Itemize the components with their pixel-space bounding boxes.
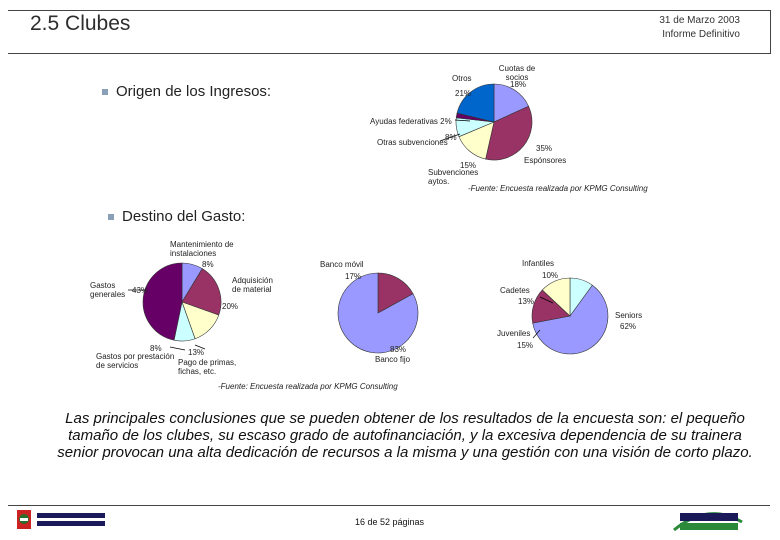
section-heading-income: Origen de los Ingresos: <box>102 83 271 100</box>
pie-slice-otros <box>456 83 495 123</box>
value-subv-aytos: 15% <box>460 161 477 170</box>
value-cadetes: 13% <box>518 297 535 306</box>
page-title: 2.5 Clubes <box>30 12 131 35</box>
value-seniors: 62% <box>620 322 637 331</box>
label-cuotas: Cuotas de socios <box>498 64 536 82</box>
label-mantenimiento: Mantenimiento de instalaciones <box>170 240 234 258</box>
value-cuotas: 18% <box>510 80 527 89</box>
label-juveniles: Juveniles <box>497 329 531 338</box>
source-note-expense: -Fuente: Encuesta realizada por KPMG Con… <box>218 382 398 391</box>
value-mantenimiento: 8% <box>202 260 214 269</box>
pie-chart-categories <box>531 277 609 355</box>
pie-chart-boats <box>337 272 419 354</box>
label-ayudas: Ayudas federativas 2% <box>370 117 452 126</box>
leader-line <box>194 344 206 350</box>
pie-slice-gastos-generales <box>142 262 183 341</box>
value-banco-fijo: 83% <box>390 345 407 354</box>
section-heading-income-text: Origen de los Ingresos: <box>116 83 272 100</box>
value-esponsores: 35% <box>536 144 553 153</box>
label-infantiles: Infantiles <box>522 259 555 268</box>
pie-slice-espónsores <box>485 105 533 161</box>
label-primas: Pago de primas, fichas, etc. <box>178 358 237 376</box>
bullet-icon <box>108 214 114 221</box>
value-otros: 21% <box>455 89 472 98</box>
label-otros: Otros <box>452 74 472 83</box>
pie-slice-cuotas-de-socios <box>493 83 529 123</box>
pie-chart-expense <box>142 262 222 342</box>
pie-slice-banco-móvil <box>377 272 414 314</box>
label-otras-subv: Otras subvenciones <box>377 138 448 147</box>
leader-line <box>454 119 471 122</box>
footer-divider <box>8 505 770 506</box>
source-note-income: -Fuente: Encuesta realizada por KPMG Con… <box>468 184 648 193</box>
leader-line <box>169 346 186 351</box>
leader-line <box>532 329 541 339</box>
pie-slice-banco-fijo <box>337 272 419 354</box>
leader-line <box>439 133 461 142</box>
pie-chart-income <box>455 83 533 161</box>
pie-slice-cadetes <box>541 277 571 317</box>
value-prestacion: 8% <box>150 344 162 353</box>
value-adquisicion: 20% <box>222 302 239 311</box>
value-infantiles: 10% <box>542 271 559 280</box>
label-gastos-generales: Gastos generales <box>90 281 126 299</box>
bullet-icon <box>102 89 108 96</box>
label-banco-fijo: Banco fijo <box>375 355 411 364</box>
header-meta: 31 de Marzo 2003 Informe Definitivo <box>640 14 740 42</box>
pie-slice-seniors <box>532 284 609 355</box>
value-primas: 13% <box>188 348 205 357</box>
value-otras-subv: 8% <box>445 133 457 142</box>
label-cadetes: Cadetes <box>500 286 530 295</box>
page-number: 16 de 52 páginas <box>355 517 425 527</box>
basque-government-logo <box>15 510 110 530</box>
conclusion-text: Las principales conclusiones que se pued… <box>57 410 753 461</box>
label-seniors: Seniors <box>615 311 643 320</box>
value-juveniles: 15% <box>517 341 534 350</box>
section-heading-expense: Destino del Gasto: <box>108 208 245 225</box>
label-prestacion: Gastos por prestación de servicios <box>96 352 175 370</box>
euskadi-logo <box>672 508 744 534</box>
section-heading-expense-text: Destino del Gasto: <box>122 208 246 225</box>
value-banco-movil: 17% <box>345 272 362 281</box>
leader-line <box>539 296 554 304</box>
label-esponsores: Espónsores <box>524 156 567 165</box>
label-adquisicion: Adquisición de material <box>232 276 273 294</box>
value-gastos-generales: 43% <box>132 286 149 295</box>
label-subv-aytos: Subvenciones aytos. <box>428 168 479 186</box>
label-ayudas-text: Ayudas federativas <box>370 117 438 126</box>
label-banco-movil: Banco móvil <box>320 260 364 269</box>
pie-slice-adquisición-de-material <box>181 268 222 316</box>
header-frame <box>8 10 771 54</box>
header-subtitle: Informe Definitivo <box>662 29 740 40</box>
header-date: 31 de Marzo 2003 <box>659 15 740 26</box>
value-ayudas: 2% <box>440 117 452 126</box>
